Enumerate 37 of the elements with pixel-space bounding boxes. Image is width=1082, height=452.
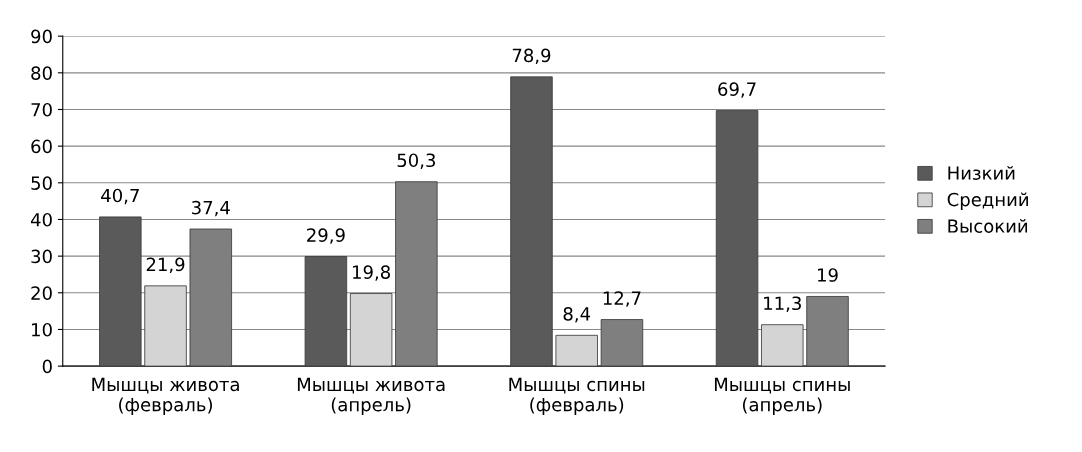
bar — [715, 110, 759, 367]
legend-label: Средний — [947, 192, 1028, 210]
bar — [304, 256, 348, 367]
data-label: 11,3 — [764, 296, 801, 312]
data-label: 69,7 — [718, 82, 756, 98]
bar — [349, 293, 393, 367]
x-tick-label: Мышцы живота (февраль) — [92, 377, 239, 415]
y-tick-label: 60 — [31, 139, 52, 154]
x-tick-label: Мышцы спины (февраль) — [509, 377, 645, 415]
legend-label: Высокий — [948, 218, 1028, 233]
bar — [99, 216, 142, 367]
y-tick-label: 20 — [31, 286, 52, 300]
y-tick-label: 50 — [31, 176, 52, 190]
data-label: 37,4 — [192, 200, 230, 217]
y-tick-label: 40 — [30, 212, 52, 227]
bar — [510, 76, 553, 367]
x-tick-label: Мышцы спины (апрель) — [714, 377, 850, 415]
y-tick-label: 30 — [31, 249, 52, 264]
x-tick-label: Мышцы живота (апрель) — [297, 377, 445, 415]
data-label: 12,7 — [603, 291, 641, 307]
data-label: 29,9 — [307, 228, 345, 244]
data-label: 40,7 — [101, 188, 139, 205]
y-tick-label: 10 — [32, 322, 52, 337]
bar — [555, 334, 598, 367]
data-label: 78,9 — [512, 48, 551, 65]
y-tick-label: 80 — [31, 66, 52, 80]
data-label: 8,4 — [563, 307, 591, 323]
y-tick-label: 0 — [42, 359, 52, 374]
bar — [761, 324, 804, 367]
legend-label: Низкий — [948, 165, 1015, 180]
data-label: 19,8 — [353, 265, 390, 281]
data-label: 19 — [818, 268, 838, 282]
bar — [144, 285, 187, 367]
data-label: 21,9 — [146, 257, 185, 274]
y-tick-label: 70 — [31, 102, 52, 117]
data-label: 50,3 — [397, 153, 436, 169]
y-tick-label: 90 — [31, 29, 52, 44]
